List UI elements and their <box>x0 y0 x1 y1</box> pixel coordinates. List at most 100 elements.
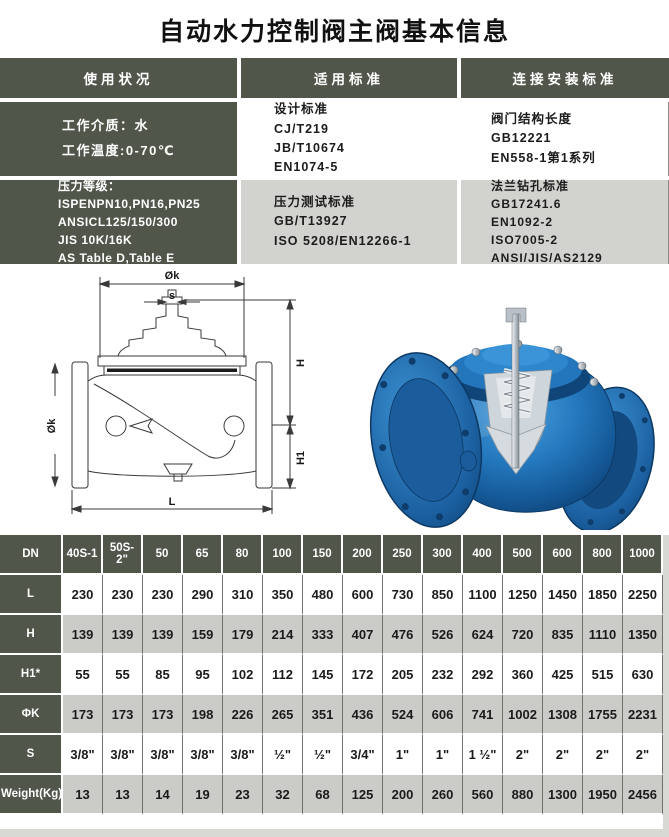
spec-cell: 19 <box>183 775 223 815</box>
dim-label-ok-left: Øk <box>46 418 58 434</box>
spec-cell: 2231 <box>623 695 663 735</box>
spec-cell: 2" <box>543 735 583 775</box>
spec-cell: 1308 <box>543 695 583 735</box>
spec-cell: 2456 <box>623 775 663 815</box>
info-cell-pressure-test: 压力测试标准 GB/T13927 ISO 5208/EN12266-1 <box>241 180 457 264</box>
dim-label-h: H <box>295 359 307 367</box>
pressure-ratings-line: ANSICL125/150/300 <box>58 215 178 229</box>
pressure-test-line: 压力测试标准 <box>274 194 356 209</box>
spec-cell: 1" <box>423 735 463 775</box>
spec-cell: 172 <box>343 655 383 695</box>
flange-drilling-line: EN1092-2 <box>491 215 554 229</box>
spec-cell: 560 <box>463 775 503 815</box>
spec-col-header: 40S-1 <box>63 535 103 575</box>
working-conditions-line: 工作介质：水 <box>62 118 150 134</box>
spec-col-header: 150 <box>303 535 343 575</box>
design-standards-line: EN1074-5 <box>274 160 339 175</box>
spec-cell: 436 <box>343 695 383 735</box>
spec-cell: ½" <box>303 735 343 775</box>
structure-length-line: 阀门结构长度 <box>491 111 573 126</box>
spec-cell: 68 <box>303 775 343 815</box>
spec-cell: 1450 <box>543 575 583 615</box>
spec-cell: 425 <box>543 655 583 695</box>
spec-cell: 515 <box>583 655 623 695</box>
spec-cell: 1755 <box>583 695 623 735</box>
working-conditions-line: 工作温度:0-70℃ <box>62 143 176 158</box>
spec-cell: 159 <box>183 615 223 655</box>
spec-cell: 205 <box>383 655 423 695</box>
pressure-test-line: ISO 5208/EN12266-1 <box>274 233 412 248</box>
spec-cell: 173 <box>63 695 103 735</box>
spec-cell: 232 <box>423 655 463 695</box>
spec-cell: 139 <box>143 615 183 655</box>
structure-length-line: GB12221 <box>491 131 552 146</box>
pressure-ratings-line: AS Table D,Table E <box>58 251 175 265</box>
spec-cell: 260 <box>423 775 463 815</box>
spec-cell: 198 <box>183 695 223 735</box>
spec-cell: 720 <box>503 615 543 655</box>
info-header-connection: 连接安装标准 <box>461 58 669 98</box>
spec-cell: 600 <box>343 575 383 615</box>
spec-col-header: 200 <box>343 535 383 575</box>
structure-length-line: EN558-1第1系列 <box>491 150 596 165</box>
spec-cell: 407 <box>343 615 383 655</box>
spec-col-header: 400 <box>463 535 503 575</box>
spec-cell: 112 <box>263 655 303 695</box>
spec-cell: 360 <box>503 655 543 695</box>
spec-cell: 480 <box>303 575 343 615</box>
spec-cell: 3/8" <box>183 735 223 775</box>
spec-cell: 835 <box>543 615 583 655</box>
spec-cell: 139 <box>63 615 103 655</box>
spec-cell: 333 <box>303 615 343 655</box>
design-standards-line: JB/T10674 <box>274 141 345 155</box>
pressure-ratings-line: JIS 10K/16K <box>58 233 133 247</box>
spec-cell: 850 <box>423 575 463 615</box>
spec-cell: 310 <box>223 575 263 615</box>
spec-cell: 1300 <box>543 775 583 815</box>
spec-row-label: H <box>0 615 63 655</box>
spec-row-label: S <box>0 735 63 775</box>
spec-cell: 2" <box>583 735 623 775</box>
spec-cell: 226 <box>223 695 263 735</box>
spec-cell: 3/4" <box>343 735 383 775</box>
page-edge-strip-bottom <box>0 829 669 837</box>
spec-cell: 200 <box>383 775 423 815</box>
spec-col-header: 600 <box>543 535 583 575</box>
spec-cell: 55 <box>63 655 103 695</box>
spec-col-header: 100 <box>263 535 303 575</box>
spec-table: DN 40S-1 50S-2" 50 65 80 100 150 200 250 300 400 500… <box>0 535 663 815</box>
dim-label-s: s <box>169 290 175 302</box>
spec-cell: 230 <box>103 575 143 615</box>
info-cell-design-standards: 设计标准 CJ/T219 JB/T10674 EN1074-5 <box>241 102 457 176</box>
info-header-standards: 适用标准 <box>241 58 457 98</box>
valve-dimension-drawing: Øk s H H1 Øk L <box>46 270 307 514</box>
spec-col-header: 65 <box>183 535 223 575</box>
dim-label-ok-top: Øk <box>165 270 181 282</box>
spec-cell: 630 <box>623 655 663 695</box>
spec-corner-label: DN <box>0 535 63 575</box>
spec-cell: 351 <box>303 695 343 735</box>
spec-cell: 1350 <box>623 615 663 655</box>
spec-cell: 1" <box>383 735 423 775</box>
spec-cell: 3/8" <box>63 735 103 775</box>
pressure-ratings-line: 压力等级： <box>58 179 121 193</box>
spec-col-header: 80 <box>223 535 263 575</box>
spec-col-header: 800 <box>583 535 623 575</box>
spec-cell: 125 <box>343 775 383 815</box>
spec-cell: 102 <box>223 655 263 695</box>
spec-col-header: 1000 <box>623 535 663 575</box>
spec-cell: 2" <box>623 735 663 775</box>
design-standards-line: 设计标准 <box>274 102 329 117</box>
spec-row-label: H1* <box>0 655 63 695</box>
spec-row-label: L <box>0 575 63 615</box>
spec-cell: 2" <box>503 735 543 775</box>
valve-3d-render <box>369 307 655 530</box>
spec-cell: 350 <box>263 575 303 615</box>
spec-cell: 14 <box>143 775 183 815</box>
spec-cell: 95 <box>183 655 223 695</box>
flange-drilling-line: GB17241.6 <box>491 197 562 211</box>
spec-cell: 1850 <box>583 575 623 615</box>
spec-cell: 290 <box>183 575 223 615</box>
spec-row-label: Weight(Kg) <box>0 775 63 815</box>
